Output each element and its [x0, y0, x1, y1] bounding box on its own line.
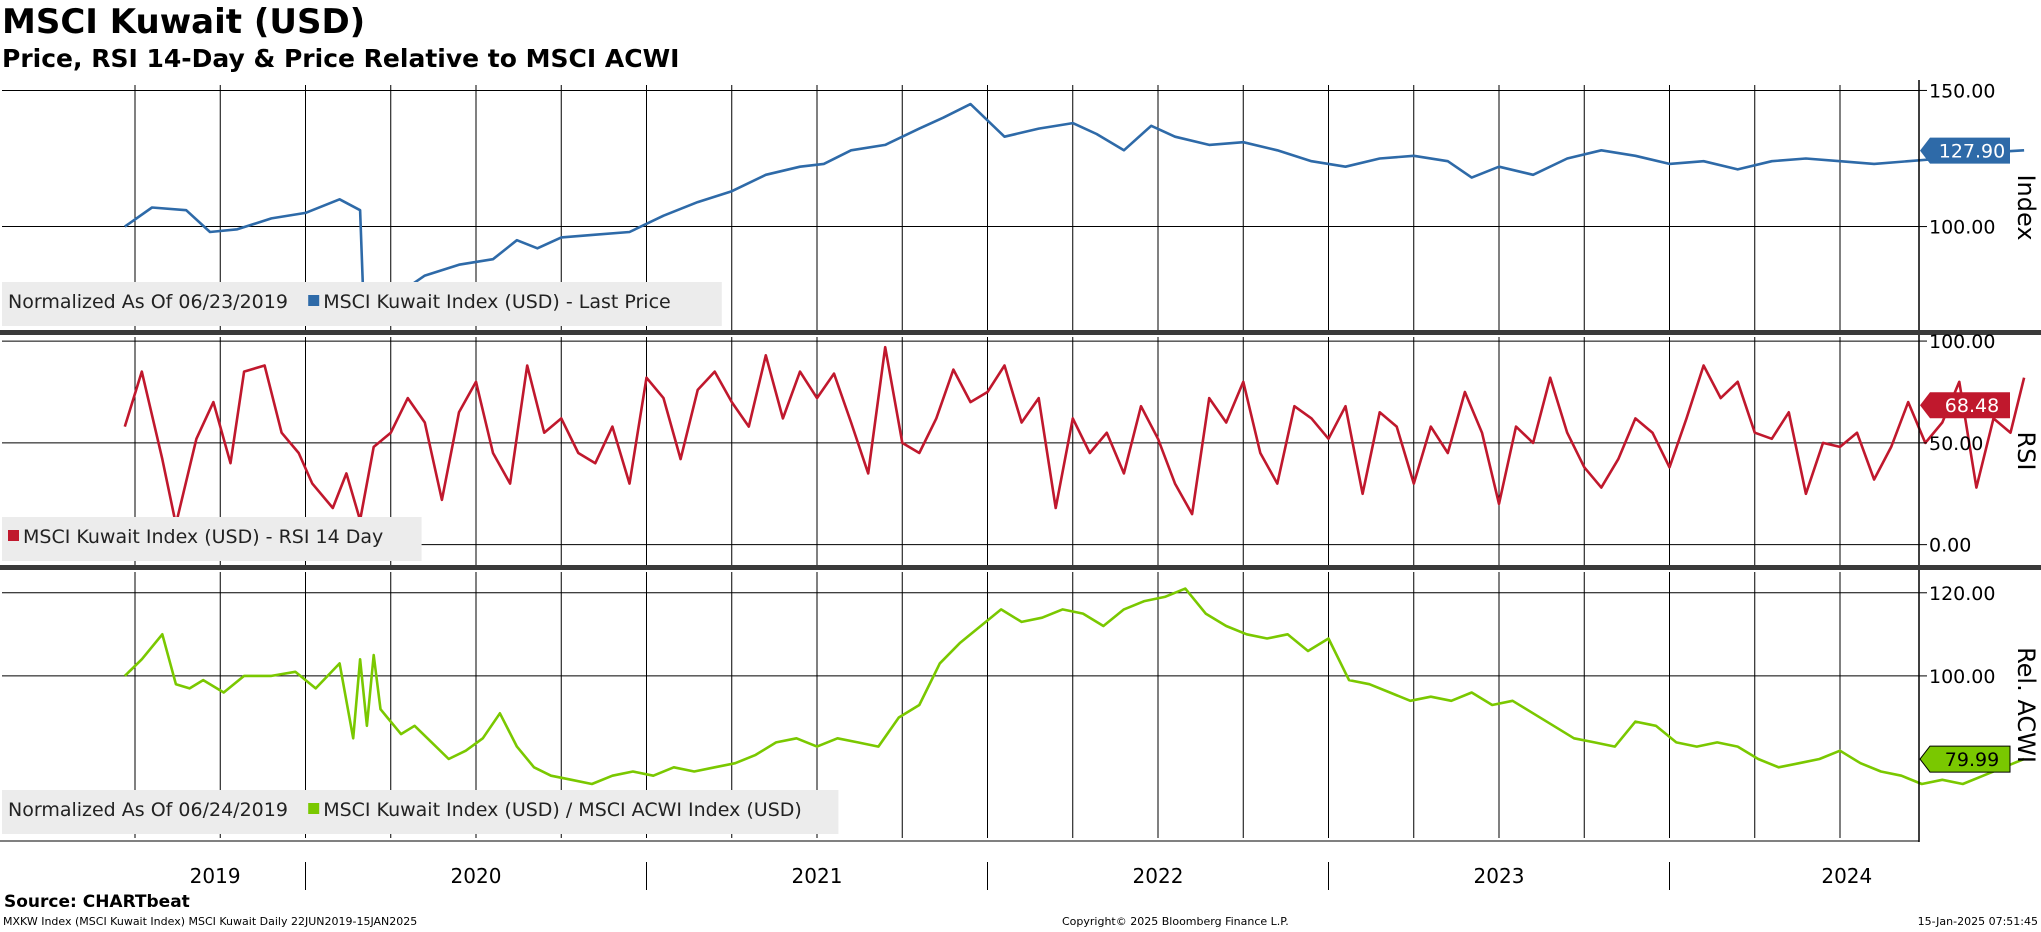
x-year-label: 2022 — [1133, 864, 1184, 888]
y-axis-title: Index — [2012, 174, 2040, 240]
y-tick-label: 100.00 — [1929, 331, 1995, 353]
x-year-label: 2019 — [190, 864, 241, 888]
last-value-label: 79.99 — [1945, 749, 1999, 771]
x-year-label: 2021 — [792, 864, 843, 888]
y-tick-label: 0.00 — [1929, 535, 1971, 557]
last-value-flag — [1919, 745, 2011, 773]
legend-layer: Normalized As Of 06/23/2019 MSCI Kuwait I… — [2, 282, 839, 834]
x-year-label: 2020 — [451, 864, 502, 888]
footer-left: MXKW Index (MSCI Kuwait Index) MSCI Kuwa… — [3, 915, 418, 928]
last-value-flag — [1920, 137, 2010, 164]
axis-layer: 150.00 100.00 Index 127.90 100.00 50.00 0.00 RS… — [190, 80, 2040, 890]
panel-separator — [0, 330, 2041, 335]
panel-separator — [0, 565, 2041, 570]
legend-series-label: MSCI Kuwait Index (USD) - Last Price — [323, 291, 671, 313]
legend-box — [2, 282, 722, 326]
legend-normalized-label: Normalized As Of 06/24/2019 — [8, 799, 288, 821]
x-year-label: 2023 — [1474, 864, 1525, 888]
legend-box — [2, 517, 422, 561]
footer-center: Copyright© 2025 Bloomberg Finance L.P. — [1062, 915, 1289, 928]
y-tick-label: 100.00 — [1929, 666, 1995, 688]
y-tick-label: 120.00 — [1929, 583, 1995, 605]
x-year-label: 2024 — [1821, 864, 1872, 888]
legend-series-label: MSCI Kuwait Index (USD) - RSI 14 Day — [23, 526, 383, 548]
last-value-label: 68.48 — [1945, 395, 1999, 417]
y-axis-title: RSI — [2012, 432, 2040, 471]
grid-layer — [2, 85, 1919, 838]
last-value-flag — [1920, 392, 2010, 419]
y-tick-label: 100.00 — [1929, 217, 1995, 239]
legend-swatch — [308, 295, 320, 306]
series-line — [123, 587, 2025, 786]
legend-series-label: MSCI Kuwait Index (USD) / MSCI ACWI Inde… — [323, 799, 802, 821]
y-tick-label: 150.00 — [1929, 80, 1995, 102]
series-layer — [123, 102, 2026, 786]
y-axis-title: Rel. ACWI — [2012, 647, 2040, 763]
y-tick-label: 50.00 — [1929, 433, 1983, 455]
source-note: Source: CHARTbeat — [4, 892, 190, 912]
chart-title: MSCI Kuwait (USD) — [2, 2, 366, 42]
chart-subtitle: Price, RSI 14-Day & Price Relative to MS… — [2, 44, 680, 73]
footer-right: 15-Jan-2025 07:51:45 — [1917, 915, 2038, 928]
legend-swatch — [8, 530, 19, 541]
last-value-label: 127.90 — [1939, 141, 2005, 163]
legend-box — [2, 790, 839, 834]
frame-layer — [0, 80, 2041, 842]
series-line — [123, 345, 2026, 526]
legend-swatch — [308, 803, 320, 814]
legend-normalized-label: Normalized As Of 06/23/2019 — [8, 291, 288, 313]
